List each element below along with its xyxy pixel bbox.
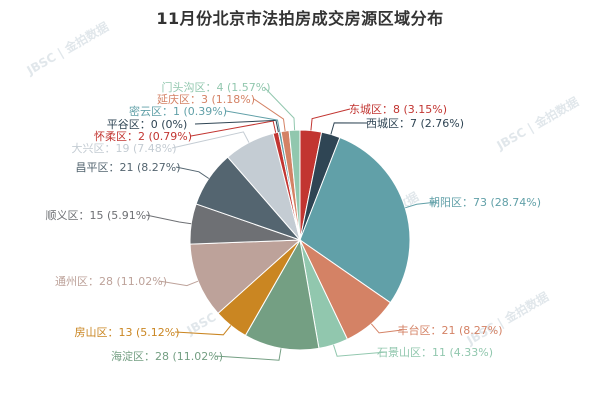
leader-line-7	[174, 325, 232, 336]
pie-slice-16[interactable]	[288, 129, 301, 241]
leader-line-6	[214, 348, 282, 361]
slice-label-6: 海淀区：28 (11.02%)	[111, 349, 223, 363]
leader-line-3	[405, 201, 438, 209]
leader-line-11	[171, 131, 250, 149]
leader-line-2	[330, 122, 368, 135]
leader-line-10	[175, 166, 210, 179]
slice-label-13: 平谷区：0 (0%)	[107, 118, 188, 131]
pie-slice-3[interactable]	[299, 136, 411, 304]
slice-label-16: 门头沟区：4 (1.57%)	[161, 80, 270, 94]
slice-layer	[189, 129, 411, 351]
watermark-text: JBSC | 金拍数据	[23, 19, 111, 78]
slice-label-1: 东城区：8 (3.15%)	[349, 103, 447, 116]
slice-label-11: 大兴区：19 (7.48%)	[71, 141, 176, 155]
slice-label-3: 朝阳区：73 (28.74%)	[429, 196, 541, 209]
slice-label-2: 西城区：7 (2.76%)	[366, 117, 464, 130]
leader-line-1	[310, 108, 351, 131]
leader-line-4	[370, 323, 403, 334]
leader-line-14	[225, 110, 281, 132]
slice-label-12: 怀柔区：2 (0.79%)	[94, 130, 192, 143]
watermark-text: JBSC | 金拍数据	[463, 289, 551, 348]
chart-title: 11月份北京市法拍房成交房源区域分布	[156, 9, 444, 28]
slice-label-10: 昌平区：21 (8.27%)	[75, 161, 180, 174]
slice-label-7: 房山区：13 (5.12%)	[74, 326, 179, 339]
pie-slice-6[interactable]	[244, 238, 320, 351]
slice-label-8: 通州区：28 (11.02%)	[55, 275, 167, 288]
slice-label-4: 丰台区：21 (8.27%)	[397, 323, 502, 337]
watermark-text: JBSC | 金拍数据	[493, 94, 581, 153]
label-layer: 东城区：8 (3.15%)西城区：7 (2.76%) 朝阳区：73 (28.74%…	[45, 80, 541, 363]
slice-label-15: 延庆区：3 (1.18%)	[157, 92, 255, 106]
slice-label-14: 密云区：1 (0.39%)	[129, 104, 227, 118]
leader-line-layer	[145, 86, 438, 361]
leader-line-9	[145, 214, 192, 225]
leader-line-16	[263, 86, 296, 131]
leader-line-8	[158, 280, 199, 287]
leader-line-13	[194, 119, 279, 133]
pie-slice-8[interactable]	[189, 239, 302, 315]
slice-label-5: 石景山区：11 (4.33%)	[377, 346, 493, 359]
slice-label-9: 顺义区：15 (5.91%)	[45, 209, 150, 222]
leader-line-15	[253, 98, 286, 132]
leader-line-5	[333, 344, 388, 357]
